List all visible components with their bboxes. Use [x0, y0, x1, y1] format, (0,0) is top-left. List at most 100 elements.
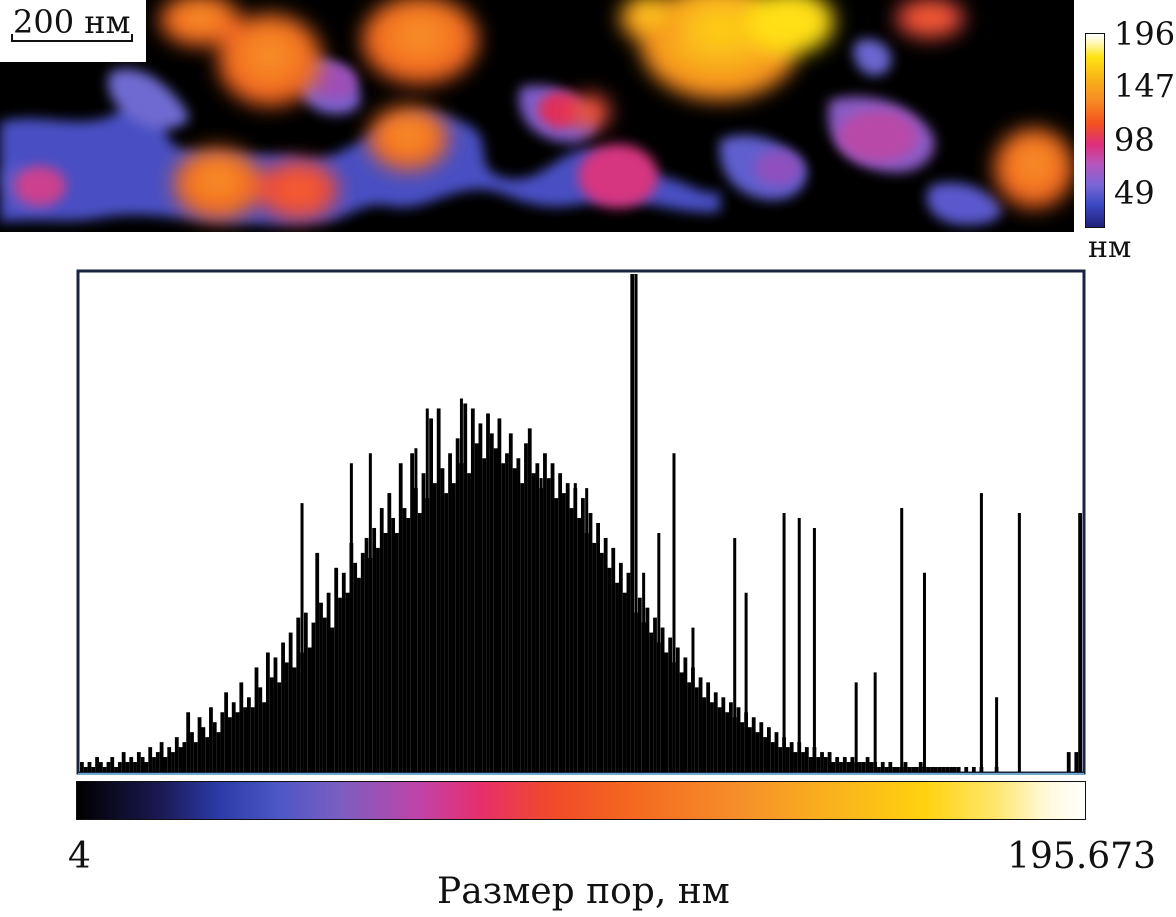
scale-bar-tick-right — [131, 34, 133, 42]
histogram-bar — [713, 692, 718, 772]
histogram-bar — [618, 562, 623, 772]
histogram-bar — [717, 707, 722, 772]
histogram-bar — [95, 757, 99, 772]
histogram-bar — [383, 532, 388, 772]
histogram-bar — [599, 552, 604, 772]
histogram-bar — [725, 712, 730, 772]
histogram-bar — [831, 762, 836, 772]
histogram-bar — [645, 607, 650, 772]
histogram-bar — [554, 498, 559, 772]
histogram-bar — [239, 682, 244, 772]
histogram-bar — [205, 737, 210, 772]
histogram-bar — [949, 767, 953, 772]
histogram-bar — [706, 682, 711, 772]
histogram-bar — [770, 742, 775, 772]
histogram-bar — [562, 493, 566, 772]
histogram-bar — [186, 712, 191, 772]
histogram-bar — [262, 702, 266, 772]
histogram-bar — [736, 707, 741, 772]
histogram-bar — [372, 527, 377, 772]
histogram-bar — [729, 702, 733, 772]
colorbar-tick-label: 147 — [1114, 67, 1176, 105]
histogram-bar — [915, 767, 919, 772]
histogram-bar — [114, 767, 118, 772]
histogram-bar — [884, 767, 889, 772]
histogram-bar — [364, 537, 369, 772]
histogram-bar — [816, 757, 821, 772]
histogram-bar — [83, 767, 88, 772]
histogram-bar — [212, 722, 217, 772]
histogram-bar — [941, 767, 946, 772]
histogram-bar — [710, 702, 714, 772]
histogram-bar — [326, 592, 331, 772]
histogram-bar — [102, 767, 107, 772]
histogram-bar — [945, 767, 950, 772]
histogram-bar — [543, 453, 547, 772]
histogram-bar — [842, 757, 847, 772]
histogram-bar — [615, 582, 619, 772]
histogram-bar — [398, 463, 403, 772]
histogram-bar — [759, 722, 764, 772]
colorbar-unit: нм — [1088, 230, 1132, 265]
histogram-bar — [869, 762, 874, 772]
histogram-bar — [755, 732, 760, 772]
histogram-bar — [527, 428, 532, 772]
histogram-bar — [675, 647, 680, 772]
histogram-bar — [171, 752, 175, 772]
histogram-bar — [516, 458, 521, 772]
histogram-bar — [265, 652, 270, 772]
largest-pore-regions — [620, 0, 834, 100]
histogram-bar — [288, 632, 293, 772]
histogram-bar — [858, 762, 862, 772]
histogram-bar — [467, 473, 471, 772]
histogram-bar — [269, 677, 274, 772]
histogram-bar — [740, 722, 745, 772]
histogram-bar — [660, 627, 665, 772]
histogram-bar — [839, 762, 843, 772]
histogram-bar — [937, 767, 942, 772]
histogram-bar — [474, 443, 479, 772]
histogram-bar — [110, 757, 115, 772]
histogram-bar — [907, 767, 912, 772]
x-range-max-label: 195.673 — [1007, 836, 1156, 877]
histogram-bar — [789, 742, 794, 772]
histogram-bar — [106, 762, 111, 772]
histogram-bar — [535, 463, 540, 772]
histogram-bar — [341, 572, 346, 772]
histogram-bar — [546, 478, 551, 772]
histogram-bar — [850, 757, 855, 772]
histogram-bar — [322, 617, 327, 772]
histogram-bar — [136, 752, 141, 772]
histogram-bar — [148, 747, 153, 772]
histogram-bar — [231, 702, 236, 772]
histogram-bar — [626, 572, 631, 772]
color-lut-bar — [76, 781, 1086, 820]
histogram-bar — [80, 762, 84, 772]
histogram-bar — [964, 767, 969, 772]
histogram-bar — [637, 597, 642, 772]
histogram-bar — [277, 682, 282, 772]
histogram-bar — [877, 767, 881, 772]
histogram-bar — [163, 757, 168, 772]
histogram-bar — [763, 737, 767, 772]
histogram-bar — [303, 612, 308, 772]
histogram-bar — [596, 523, 600, 772]
histogram-bar — [911, 767, 915, 772]
histogram-bar — [243, 707, 247, 772]
histogram-bar — [820, 752, 824, 772]
histogram-bar — [455, 438, 460, 772]
histogram-bar — [159, 742, 164, 772]
histogram-bar — [220, 712, 225, 772]
scale-bar-line — [11, 40, 133, 42]
histogram-bar — [846, 762, 851, 772]
histogram-bar — [417, 513, 422, 772]
histogram-bar — [649, 632, 654, 772]
pore-size-map-graphic — [0, 0, 1074, 226]
histogram-bar — [702, 697, 707, 772]
histogram-bar — [155, 752, 160, 772]
histogram-bar — [531, 473, 536, 772]
histogram-bar — [254, 667, 259, 772]
histogram-bars — [80, 274, 1082, 772]
histogram-bar — [785, 747, 790, 772]
